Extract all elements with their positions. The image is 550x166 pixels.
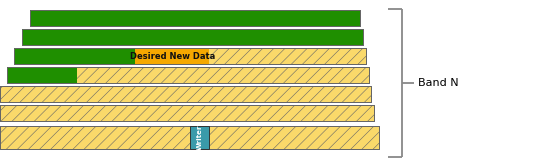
Bar xyxy=(30,10,360,26)
Bar xyxy=(0,126,379,149)
Bar xyxy=(22,29,363,45)
Bar xyxy=(0,105,374,121)
Bar xyxy=(0,126,379,149)
Bar xyxy=(14,48,366,64)
Bar xyxy=(135,48,209,64)
Bar xyxy=(7,67,369,83)
Bar xyxy=(0,86,371,102)
Bar xyxy=(14,48,135,64)
Bar xyxy=(0,86,371,102)
Bar xyxy=(7,67,77,83)
Text: Writer: Writer xyxy=(196,125,202,150)
Bar xyxy=(14,48,366,64)
Bar xyxy=(190,126,210,149)
Text: Desired New Data: Desired New Data xyxy=(130,51,214,61)
Bar xyxy=(30,10,360,26)
Bar xyxy=(22,29,363,45)
Bar xyxy=(30,10,360,26)
Bar xyxy=(7,67,369,83)
Bar xyxy=(0,105,374,121)
Bar xyxy=(22,29,363,45)
Text: Band N: Band N xyxy=(418,78,459,88)
